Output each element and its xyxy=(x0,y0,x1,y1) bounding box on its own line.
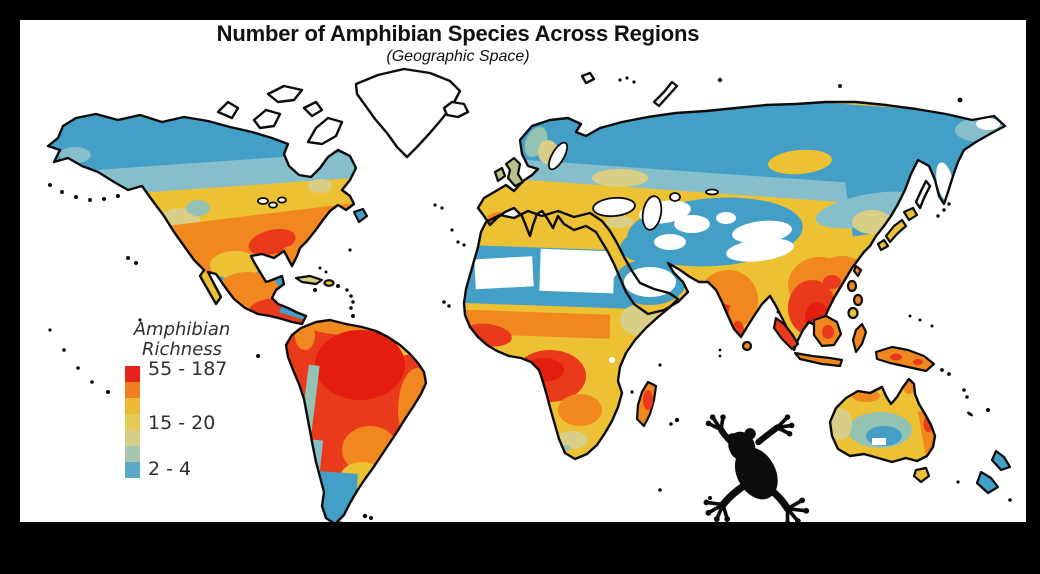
legend: Amphibian Richness 55 - 187 15 - 20 2 - … xyxy=(112,319,272,480)
legend-title-line2: Richness xyxy=(141,339,223,361)
legend-color-segment xyxy=(125,430,140,446)
no-data-lands xyxy=(216,67,932,210)
legend-title-line1: Amphibian xyxy=(133,319,231,340)
page-title: Number of Amphibian Species Across Regio… xyxy=(216,21,700,46)
australia-landmass xyxy=(830,379,935,462)
inland-seas xyxy=(257,141,719,363)
legend-title: Amphibian Richness xyxy=(112,319,252,361)
ocean-island-specks xyxy=(48,76,1012,522)
figure-canvas: Number of Amphibian Species Across Regio… xyxy=(20,20,1026,522)
legend-label-mid: 15 - 20 xyxy=(148,412,216,434)
legend-color-segment xyxy=(125,462,140,478)
legend-label-high: 55 - 187 xyxy=(148,358,228,380)
legend-color-segment xyxy=(125,446,140,462)
world-map xyxy=(46,67,1012,522)
legend-color-segment xyxy=(125,398,140,414)
page-subtitle: (Geographic Space) xyxy=(386,48,530,65)
legend-color-segment xyxy=(125,414,140,430)
frog-silhouette-icon xyxy=(703,414,810,522)
coastline-outline xyxy=(46,100,1007,522)
legend-color-bar xyxy=(125,366,140,478)
title-block: Number of Amphibian Species Across Regio… xyxy=(158,20,758,66)
legend-color-segment xyxy=(125,366,140,382)
legend-color-segment xyxy=(125,382,140,398)
legend-label-low: 2 - 4 xyxy=(148,458,192,480)
islands xyxy=(294,156,1012,495)
